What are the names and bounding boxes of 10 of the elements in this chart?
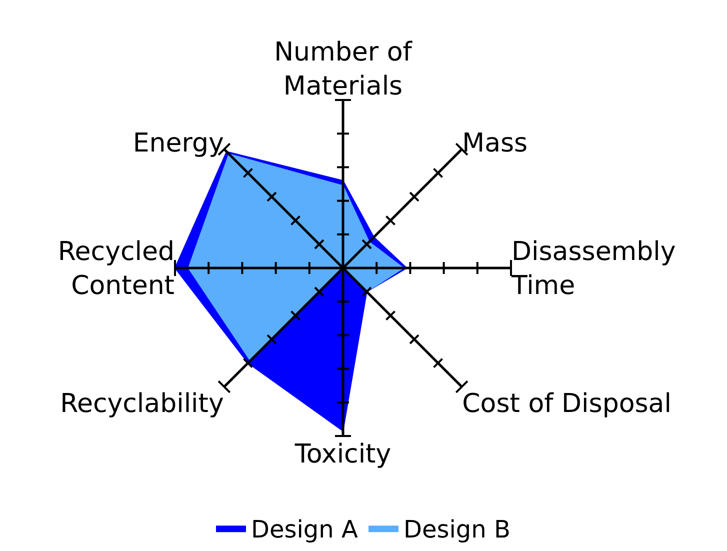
- spoke-label: Energy: [132, 128, 224, 159]
- spoke-label: Mass: [462, 128, 528, 159]
- spoke-label: Recycled Content: [58, 237, 174, 301]
- spoke-label: Toxicity: [294, 440, 392, 470]
- legend-label: Design A: [251, 515, 358, 544]
- spoke-label: Number of Materials: [274, 38, 413, 102]
- spoke-label: Disassembly Time: [510, 237, 676, 301]
- legend-label: Design B: [403, 515, 510, 544]
- spoke-label: Recyclability: [60, 388, 224, 419]
- spoke-label: Cost of Disposal: [462, 388, 672, 419]
